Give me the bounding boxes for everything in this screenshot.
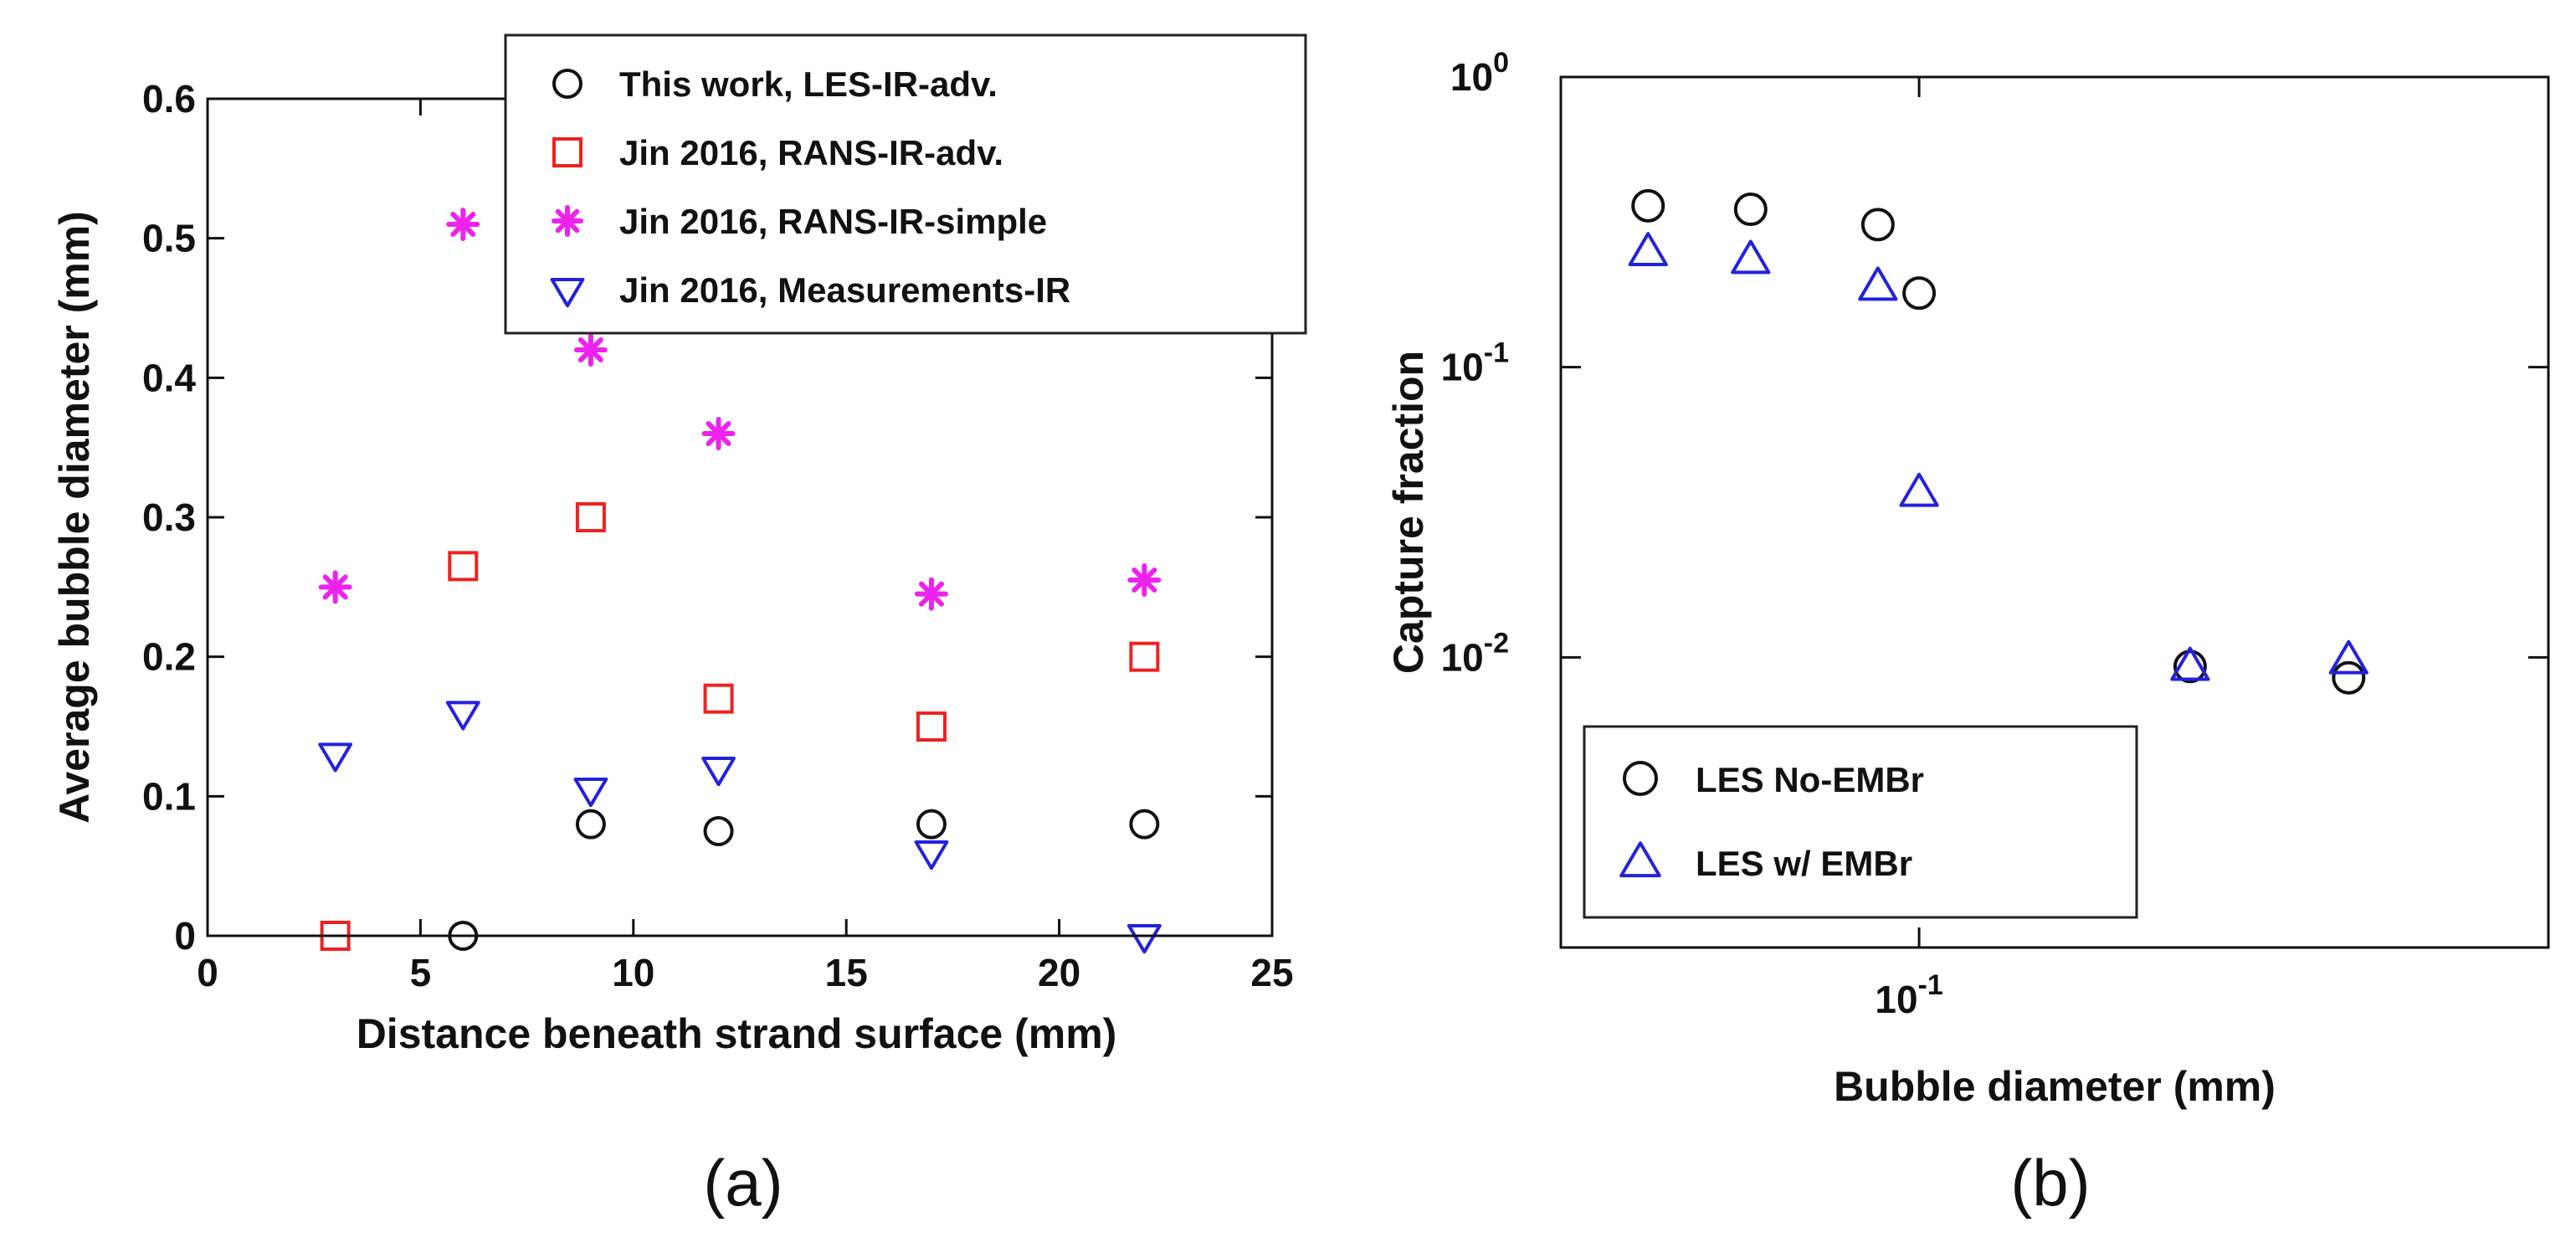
data-point-jin-2016-rans-ir-simple [914, 577, 948, 611]
legend-marker-jin-2016-rans-ir-simple [552, 205, 583, 237]
panel-a-xlabel: Distance beneath strand surface (mm) [357, 1010, 1117, 1057]
panel-b-chart: 100 10-1 10-2 10-1 Bubble diameter (mm) Cap… [1385, 47, 2550, 1220]
legend-marker-les-no-embr [1623, 761, 1658, 796]
legend-entry: Jin 2016, Measurements-IR [619, 270, 1070, 310]
data-point-les-w-embr [2170, 646, 2210, 681]
panel-b-label: (b) [2010, 1146, 2090, 1220]
panel-b-legend-box [1583, 725, 2138, 919]
panel-a-legend: This work, LES-IR-adv. Jin 2016, RANS-IR-… [504, 33, 1307, 335]
data-point-jin-2016-rans-ir-simple [446, 208, 480, 241]
data-point-les-no-embr [2332, 660, 2366, 695]
data-point-jin-2016-rans-ir-simple [1127, 563, 1162, 597]
y-tick-label: 100 [1450, 47, 1509, 99]
y-tick-label: 0.1 [142, 774, 196, 818]
y-tick-label: 0.5 [142, 217, 196, 260]
panel-b-legend: LES No-EMBr LES w/ EMBr [1583, 725, 2138, 919]
panel-b-ticks: 100 10-1 10-2 10-1 [1441, 47, 2548, 1021]
y-tick-label: 0 [174, 914, 196, 958]
data-point-this-work-les-ir-adv [916, 809, 947, 840]
x-tick-label: 0 [197, 951, 218, 994]
x-tick-label: 20 [1038, 951, 1080, 994]
data-point-this-work-les-ir-adv [703, 816, 734, 846]
panel-b-plot-frame [1559, 75, 2550, 949]
panel-b-xlabel: Bubble diameter (mm) [1834, 1063, 2276, 1110]
panel-a-ticks: 0 5 10 15 20 25 0 0.1 0.2 0.3 0.4 0.5 0.6 [142, 77, 1294, 994]
data-point-jin-2016-rans-ir-adv [916, 711, 947, 742]
data-point-jin-2016-measurements-ir [318, 742, 353, 773]
data-point-les-w-embr [1628, 232, 1668, 267]
data-point-les-w-embr [1858, 266, 1898, 301]
data-point-this-work-les-ir-adv [575, 809, 606, 840]
data-point-les-no-embr [1631, 188, 1665, 223]
panel-a-label: (a) [703, 1146, 783, 1220]
data-point-this-work-les-ir-adv [1129, 809, 1160, 840]
x-tick-label: 15 [825, 951, 868, 994]
y-tick-label: 0.4 [142, 356, 196, 399]
panel-a-chart: 0 5 10 15 20 25 0 0.1 0.2 0.3 0.4 0.5 0.6 Distance b… [51, 33, 1307, 1220]
x-tick-label: 25 [1250, 951, 1293, 994]
data-point-jin-2016-rans-ir-adv [575, 502, 606, 532]
data-point-les-w-embr [1731, 239, 1771, 275]
data-point-les-w-embr [2328, 639, 2368, 675]
data-point-les-no-embr [1902, 276, 1937, 311]
legend-entry: Jin 2016, RANS-IR-adv. [619, 133, 1003, 172]
y-tick-label: 10-2 [1441, 627, 1509, 679]
legend-marker-les-w-embr [1619, 841, 1661, 878]
x-tick-label: 5 [410, 951, 432, 994]
y-tick-label: 0.2 [142, 635, 196, 679]
legend-entry: LES No-EMBr [1696, 760, 1924, 799]
panel-b-marks [1628, 188, 2368, 695]
legend-entry: This work, LES-IR-adv. [619, 64, 998, 104]
y-tick-label: 10-1 [1441, 337, 1509, 389]
x-tick-label: 10 [612, 951, 654, 994]
legend-entry: Jin 2016, RANS-IR-simple [619, 202, 1047, 241]
data-point-jin-2016-rans-ir-adv [448, 551, 479, 582]
data-point-jin-2016-rans-ir-adv [1129, 641, 1160, 672]
panel-a-marks [318, 208, 1162, 954]
data-point-jin-2016-measurements-ir [445, 701, 480, 731]
legend-entry: LES w/ EMBr [1696, 844, 1912, 883]
y-tick-label: 0.6 [142, 77, 196, 121]
data-point-jin-2016-measurements-ir [1126, 924, 1162, 954]
legend-marker-jin-2016-measurements-ir [550, 278, 585, 308]
data-point-les-w-embr [1899, 472, 1939, 507]
panel-a-legend-box [504, 33, 1307, 335]
data-point-jin-2016-rans-ir-simple [701, 417, 736, 450]
legend-marker-jin-2016-rans-ir-adv [552, 137, 582, 167]
data-point-jin-2016-rans-ir-simple [573, 333, 608, 367]
data-point-jin-2016-measurements-ir [914, 840, 949, 871]
data-point-jin-2016-measurements-ir [701, 757, 736, 787]
y-tick-label: 0.3 [142, 496, 196, 539]
panel-b-ylabel: Capture fraction [1385, 351, 1432, 674]
data-point-les-no-embr [1860, 208, 1895, 242]
panel-a-ylabel: Average bubble diameter (mm) [51, 211, 98, 824]
legend-marker-this-work-les-ir-adv [552, 69, 582, 99]
data-point-jin-2016-measurements-ir [573, 778, 608, 808]
data-point-les-no-embr [1733, 193, 1768, 227]
x-tick-label: 10-1 [1875, 969, 1942, 1021]
data-point-jin-2016-rans-ir-simple [318, 570, 352, 604]
data-point-jin-2016-rans-ir-adv [703, 683, 734, 714]
